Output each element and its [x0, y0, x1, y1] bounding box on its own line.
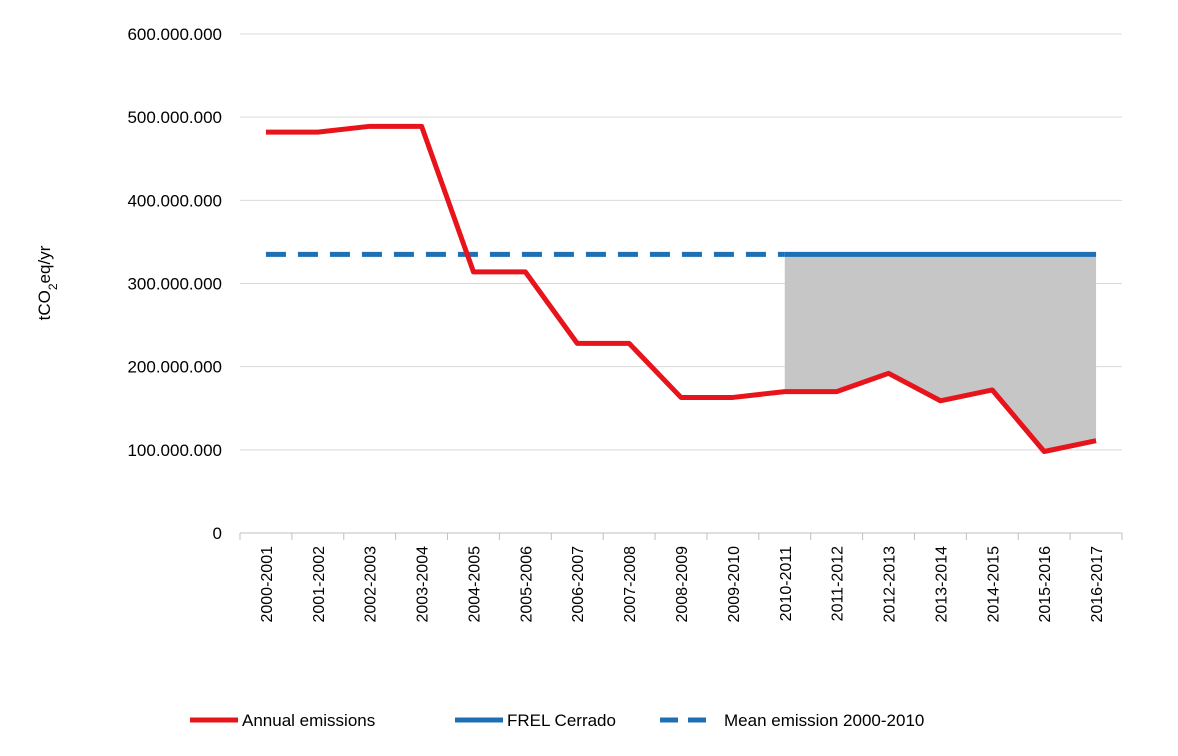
x-tick-label: 2014-2015 [985, 546, 1002, 623]
y-tick-label: 400.000.000 [127, 191, 222, 210]
x-tick-label: 2001-2002 [311, 546, 328, 623]
x-tick-label: 2012-2013 [882, 546, 899, 623]
y-tick-label: 500.000.000 [127, 108, 222, 127]
y-tick-labels: 0 100.000.000 200.000.000 300.000.000 400.00… [127, 25, 222, 543]
series-lines [265, 123, 1097, 454]
x-tick-labels: 2000-2001 2001-2002 2002-2003 2003-2004 2004… [259, 546, 1106, 623]
y-axis-title: tCO2eq/yr [35, 245, 60, 320]
x-tick-label: 2004-2005 [466, 546, 483, 623]
y-tick-label: 600.000.000 [127, 25, 222, 44]
x-tick-label: 2002-2003 [363, 546, 380, 623]
y-tick-label: 100.000.000 [127, 441, 222, 460]
x-tick-label: 2003-2004 [415, 546, 432, 623]
legend-label: Annual emissions [242, 711, 375, 730]
x-tick-label: 2006-2007 [570, 546, 587, 623]
axes [239, 532, 1123, 540]
shaded-region [784, 254, 1097, 452]
x-tick-label: 2005-2006 [518, 546, 535, 623]
x-tick-label: 2000-2001 [259, 546, 276, 623]
legend: Annual emissions FREL Cerrado Mean emissio… [190, 711, 924, 730]
y-tick-label: 300.000.000 [127, 275, 222, 294]
x-tick-label: 2007-2008 [622, 546, 639, 623]
legend-label: Mean emission 2000-2010 [724, 711, 924, 730]
series-line-annual-emissions [265, 123, 1097, 454]
x-tick-label: 2013-2014 [933, 546, 950, 623]
x-tick-label: 2015-2016 [1037, 546, 1054, 623]
y-axis-label: tCO2eq/yr [35, 245, 60, 320]
x-tick-label: 2011-2012 [830, 546, 847, 621]
y-axis-title-prefix: tCO [35, 290, 54, 320]
x-tick-label: 2016-2017 [1089, 546, 1106, 623]
x-tick-label: 2010-2011 [778, 546, 795, 621]
x-tick-label: 2009-2010 [726, 546, 743, 623]
y-tick-label: 0 [213, 524, 222, 543]
y-tick-label: 200.000.000 [127, 358, 222, 377]
shaded-area [784, 254, 1097, 452]
gridlines [240, 33, 1122, 451]
legend-label: FREL Cerrado [507, 711, 616, 730]
y-axis-title-subscript: 2 [46, 283, 60, 290]
x-tick-label: 2008-2009 [674, 546, 691, 623]
y-axis-title-suffix: eq/yr [35, 245, 54, 283]
